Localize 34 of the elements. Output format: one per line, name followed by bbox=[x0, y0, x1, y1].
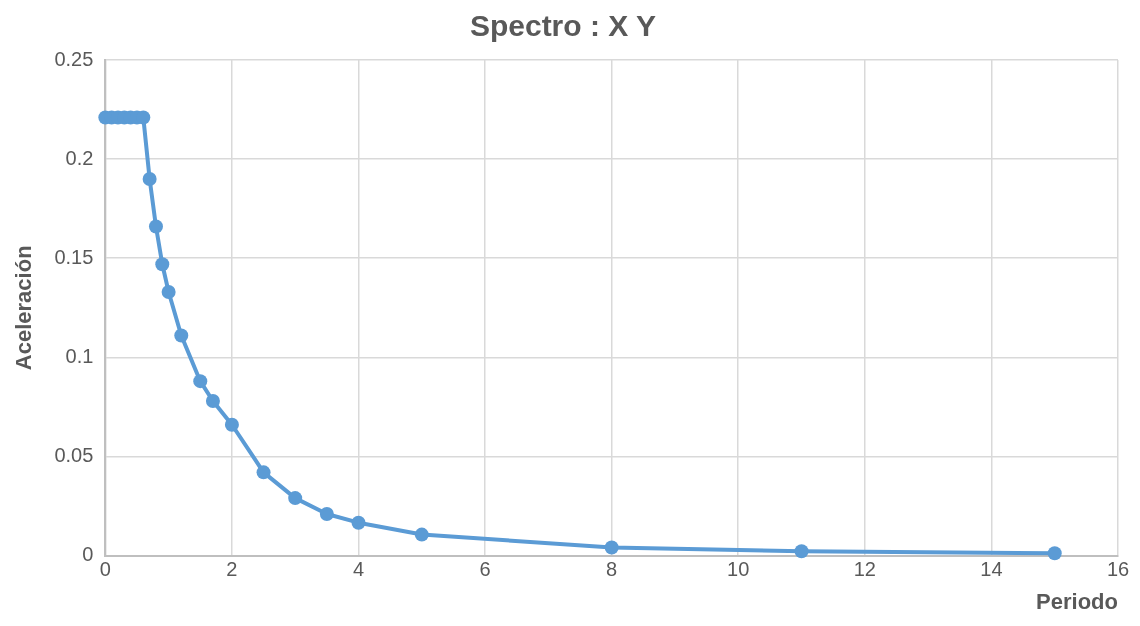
y-tick-label: 0 bbox=[82, 543, 94, 566]
x-tick-label: 16 bbox=[1106, 558, 1130, 581]
point bbox=[604, 540, 619, 555]
point bbox=[155, 257, 170, 272]
point bbox=[224, 417, 239, 432]
x-tick-label: 6 bbox=[479, 558, 491, 581]
x-tick-label: 4 bbox=[352, 558, 365, 581]
x-tick-label: 8 bbox=[606, 558, 618, 581]
point bbox=[414, 527, 429, 542]
x-tick-label: 2 bbox=[226, 558, 238, 581]
y-axis-title: Aceleración bbox=[11, 245, 37, 371]
x-tick-label: 0 bbox=[99, 558, 111, 581]
y-tick-label: 0.15 bbox=[54, 245, 94, 268]
x-tick-label: 14 bbox=[980, 558, 1003, 581]
point bbox=[288, 491, 303, 506]
x-tick-label: 10 bbox=[727, 558, 750, 581]
x-tick-label: 12 bbox=[853, 558, 876, 581]
point bbox=[794, 544, 809, 559]
point bbox=[193, 374, 208, 389]
point bbox=[142, 171, 157, 186]
chart-title: Spectro : X Y bbox=[469, 9, 657, 43]
point bbox=[205, 393, 220, 408]
point bbox=[174, 328, 189, 343]
point bbox=[161, 284, 176, 299]
y-tick-label: 0.25 bbox=[54, 47, 94, 70]
y-tick-label: 0.05 bbox=[54, 444, 94, 466]
point bbox=[1047, 546, 1062, 561]
point bbox=[148, 219, 163, 234]
x-axis-title: Periodo bbox=[1036, 588, 1118, 614]
y-tick-label: 0.2 bbox=[65, 146, 94, 169]
point bbox=[256, 465, 271, 480]
point bbox=[319, 506, 334, 521]
point bbox=[351, 515, 366, 530]
y-tick-label: 0.1 bbox=[65, 344, 94, 367]
